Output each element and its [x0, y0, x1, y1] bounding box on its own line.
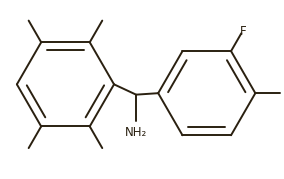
Text: NH₂: NH₂ [125, 125, 147, 139]
Text: F: F [239, 25, 246, 38]
